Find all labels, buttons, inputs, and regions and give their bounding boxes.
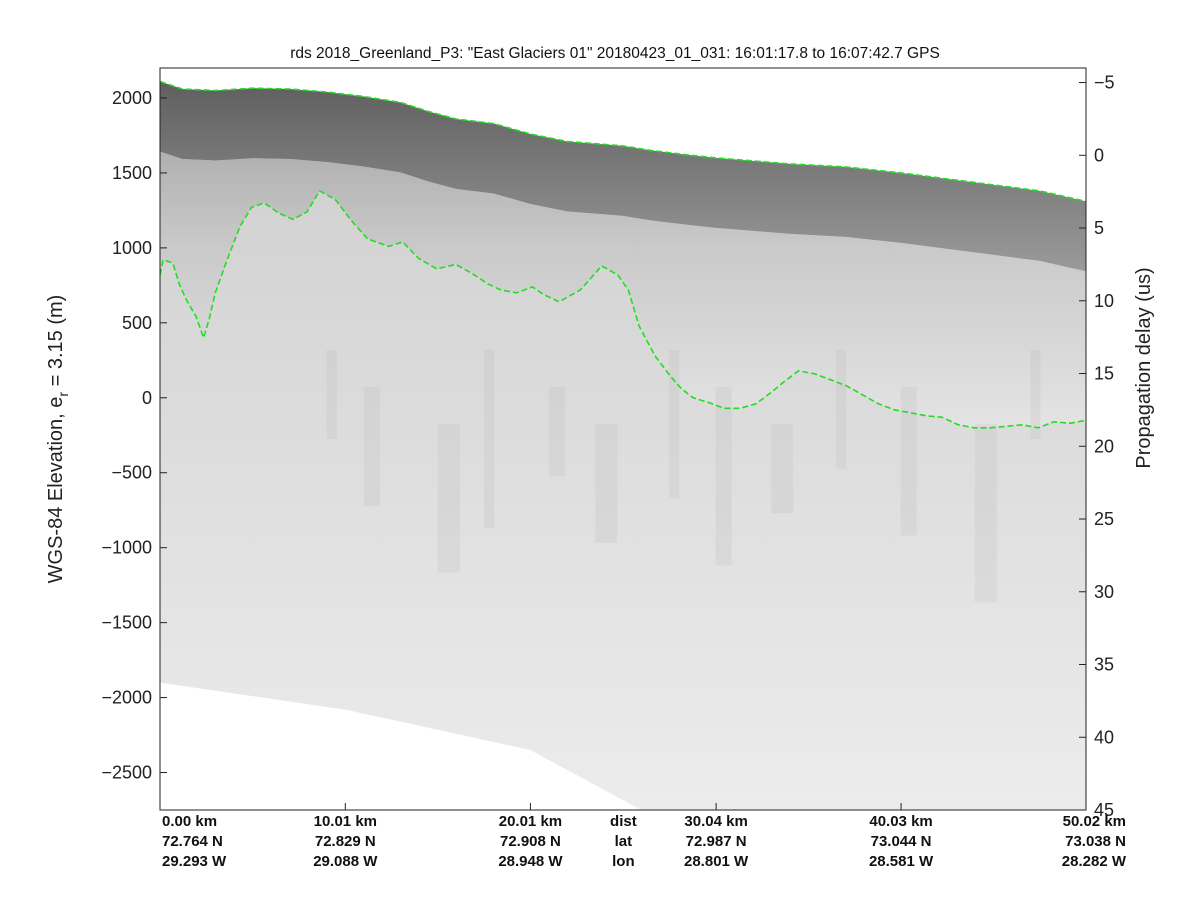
clutter-streak (669, 349, 680, 499)
bottom-axis: 0.00 km 72.764 N 29.293 W 10.01 km 72.829 N 2… (159, 803, 1127, 870)
right-tick-label: 30 (1094, 582, 1114, 602)
below-bed-region (160, 190, 1086, 810)
left-axis-label: WGS-84 Elevation, er = 3.15 (m) (45, 295, 71, 584)
layer-surface (160, 80, 1086, 203)
clutter-streak (548, 387, 565, 477)
left-axis: 2000 1500 1000 500 0 −500 −1000 −1500 −2000 −2500 (101, 88, 167, 783)
bottom-tick-dist: 10.01 km (314, 813, 377, 830)
bottom-tick-dist: 0.00 km (162, 813, 217, 830)
left-tick-label: −2500 (101, 763, 152, 783)
left-tick-label: −1500 (101, 613, 152, 633)
left-axis-label-suffix: = 3.15 (m) (45, 295, 67, 392)
bottom-tick-lon: 28.581 W (869, 853, 934, 870)
left-tick-label: 1500 (112, 163, 152, 183)
right-tick-label: 40 (1094, 727, 1114, 747)
clutter-streak (771, 424, 794, 514)
row-label-lon: lon (612, 853, 635, 870)
right-tick-label: 45 (1094, 800, 1114, 820)
bottom-tick-lat: 72.764 N (162, 833, 223, 850)
bottom-tick-lat: 73.038 N (1065, 833, 1126, 850)
left-tick-label: 1000 (112, 238, 152, 258)
bottom-tick-dist: 20.01 km (499, 813, 562, 830)
right-tick-label: 5 (1094, 218, 1104, 238)
no-data-region (160, 682, 642, 810)
right-tick-label: 10 (1094, 291, 1114, 311)
row-label-dist: dist (610, 813, 637, 830)
surface-echo-band (160, 81, 1086, 272)
bottom-tick-lon: 28.948 W (498, 853, 563, 870)
clutter-streak (974, 424, 997, 603)
left-tick-label: 500 (122, 313, 152, 333)
bottom-tick-lat: 73.044 N (871, 833, 932, 850)
right-tick-label: 15 (1094, 364, 1114, 384)
clutter-streak (715, 387, 732, 566)
bottom-tick-dist: 50.02 km (1063, 813, 1126, 830)
left-tick-label: 0 (142, 388, 152, 408)
left-tick-label: −2000 (101, 688, 152, 708)
clutter-streak (900, 387, 917, 536)
bottom-tick-dist: 30.04 km (684, 813, 747, 830)
clutter-streak (363, 387, 380, 506)
left-axis-label-sub: r (55, 392, 71, 397)
right-axis: −5 0 5 10 15 20 25 30 35 40 45 (1079, 73, 1115, 820)
bottom-tick-lat: 72.829 N (315, 833, 376, 850)
clutter-streaks (326, 349, 1041, 603)
right-axis-label: Propagation delay (us) (1133, 267, 1155, 468)
bottom-tick-dist: 40.03 km (869, 813, 932, 830)
clutter-streak (595, 424, 618, 543)
right-tick-label: 0 (1094, 145, 1104, 165)
bottom-tick-lat: 72.987 N (686, 833, 747, 850)
clutter-streak (437, 424, 460, 573)
bottom-tick-lat: 72.908 N (500, 833, 561, 850)
bottom-tick-lon: 28.801 W (684, 853, 749, 870)
ice-column (160, 151, 1086, 428)
right-tick-label: −5 (1094, 73, 1115, 93)
left-tick-label: 2000 (112, 88, 152, 108)
plot-frame (159, 67, 1087, 811)
clutter-streak (326, 349, 337, 439)
clutter-streak (1030, 349, 1041, 439)
clutter-streak (835, 349, 846, 469)
clutter-streak (484, 349, 495, 529)
row-label-lat: lat (615, 833, 633, 850)
right-tick-label: 25 (1094, 509, 1114, 529)
bottom-tick-lon: 29.293 W (162, 853, 227, 870)
left-tick-label: −1000 (101, 538, 152, 558)
layer-bottom (160, 189, 1086, 429)
right-tick-label: 35 (1094, 655, 1114, 675)
chart-title: rds 2018_Greenland_P3: "East Glaciers 01… (290, 45, 940, 62)
left-axis-label-main: WGS-84 Elevation, e (45, 397, 67, 584)
air-region (160, 68, 1086, 202)
left-tick-label: −500 (111, 463, 152, 483)
bottom-tick-lon: 29.088 W (313, 853, 378, 870)
right-tick-label: 20 (1094, 436, 1114, 456)
bottom-tick-lon: 28.282 W (1062, 853, 1127, 870)
